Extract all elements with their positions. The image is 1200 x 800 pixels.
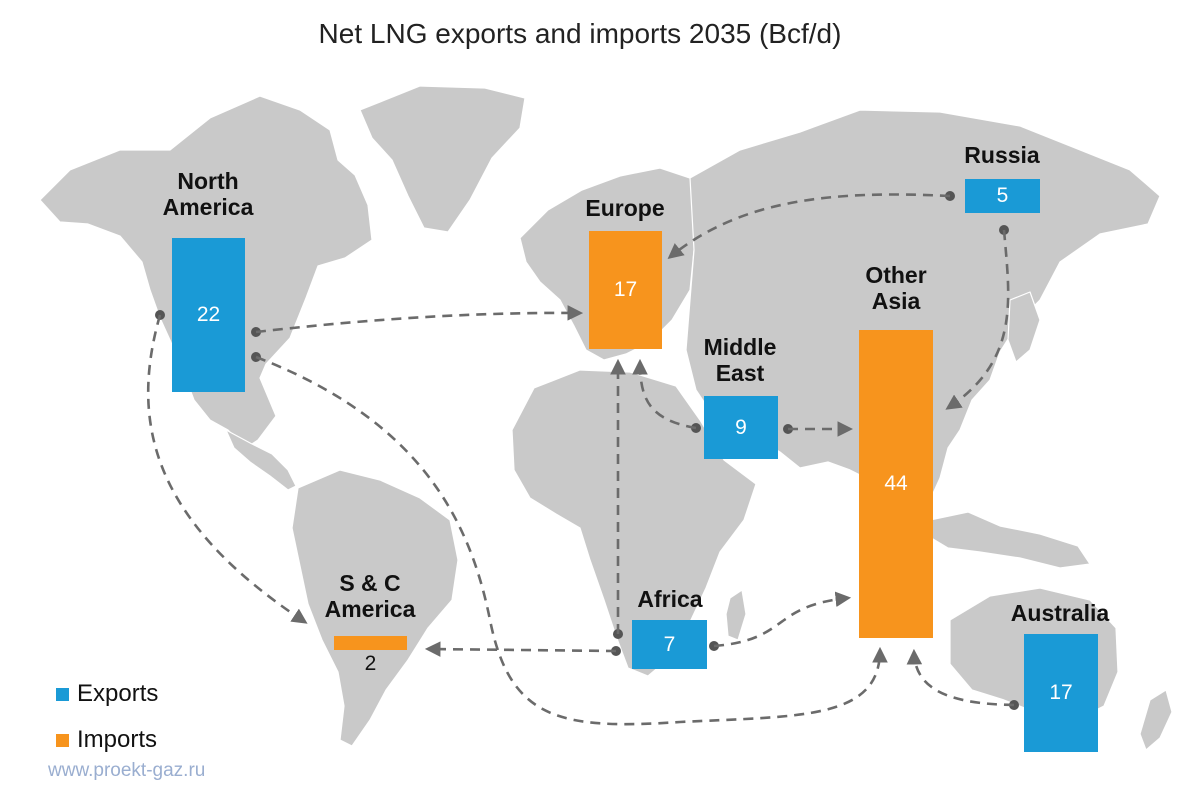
label-europe: Europe <box>572 195 678 221</box>
value-other-asia: 44 <box>884 472 908 495</box>
landmass-greenland <box>359 85 526 233</box>
label-line: East <box>715 360 765 386</box>
flow-russia-to-europe <box>667 193 951 259</box>
flow-middle-east-to-europe <box>632 358 697 430</box>
watermark: www.proekt-gaz.ru <box>48 760 206 781</box>
trade-flows <box>146 191 1019 726</box>
landmass-japan <box>1007 291 1041 363</box>
label-line: North <box>177 168 239 194</box>
flow-north-america-to-sc-america <box>146 314 308 624</box>
value-middle-east: 9 <box>735 415 747 439</box>
flow-russia-to-other-asia <box>945 229 1010 410</box>
value-russia: 5 <box>996 184 1009 207</box>
label-africa: Africa <box>620 586 720 612</box>
label-line: Australia <box>1010 600 1110 626</box>
bar-sc-america <box>334 636 407 650</box>
label-line: Africa <box>637 586 703 612</box>
landmass-southeast-asia-islands <box>927 511 1091 569</box>
bar-north-america: 22 <box>172 238 245 392</box>
landmass-south-america <box>291 469 459 747</box>
label-line: America <box>162 194 254 220</box>
label-north-america: North America <box>158 168 258 220</box>
landmass-madagascar <box>725 589 747 641</box>
legend-swatch-imports <box>56 733 69 747</box>
legend-label-imports: Imports <box>77 726 158 753</box>
label-russia: Russia <box>952 142 1052 168</box>
value-australia: 17 <box>1049 681 1073 704</box>
flow-north-america-to-europe <box>255 305 584 334</box>
label-sc-america: S & C America <box>320 570 420 622</box>
label-australia: Australia <box>1000 600 1120 626</box>
label-line: Other <box>865 262 927 288</box>
legend-label-exports: Exports <box>77 680 159 707</box>
legend-item-imports: Imports <box>56 726 157 754</box>
label-line: Europe <box>585 195 665 221</box>
label-line: S & C <box>339 570 401 596</box>
landmass-new-zealand <box>1139 689 1173 751</box>
value-north-america: 22 <box>196 303 221 326</box>
chart-title: Net LNG exports and imports 2035 (Bcf/d) <box>318 18 842 49</box>
flow-africa-to-other-asia <box>713 591 852 648</box>
flow-north-america-to-other-asia <box>255 355 888 726</box>
bar-middle-east: 9 <box>704 396 778 459</box>
legend-item-exports: Exports <box>56 680 158 708</box>
flow-origin-dot <box>251 352 261 362</box>
value-europe: 17 <box>613 278 638 301</box>
label-line: Russia <box>964 142 1040 168</box>
bar-europe: 17 <box>589 231 662 349</box>
label-line: America <box>324 596 416 622</box>
flow-africa-to-sc-america <box>424 641 617 657</box>
legend-swatch-exports <box>56 687 69 701</box>
bar-other-asia: 44 <box>859 330 933 638</box>
value-sc-america: 2 <box>364 652 377 675</box>
bar-russia: 5 <box>965 179 1040 213</box>
label-middle-east: Middle East <box>688 334 792 386</box>
bar-africa: 7 <box>632 620 707 669</box>
label-line: Asia <box>871 288 921 314</box>
flow-australia-to-other-asia <box>906 648 1015 707</box>
landmass-central-america <box>225 429 297 491</box>
bar-australia: 17 <box>1024 634 1098 752</box>
label-line: Middle <box>703 334 777 360</box>
label-other-asia: Other Asia <box>846 262 946 314</box>
value-africa: 7 <box>663 632 676 656</box>
